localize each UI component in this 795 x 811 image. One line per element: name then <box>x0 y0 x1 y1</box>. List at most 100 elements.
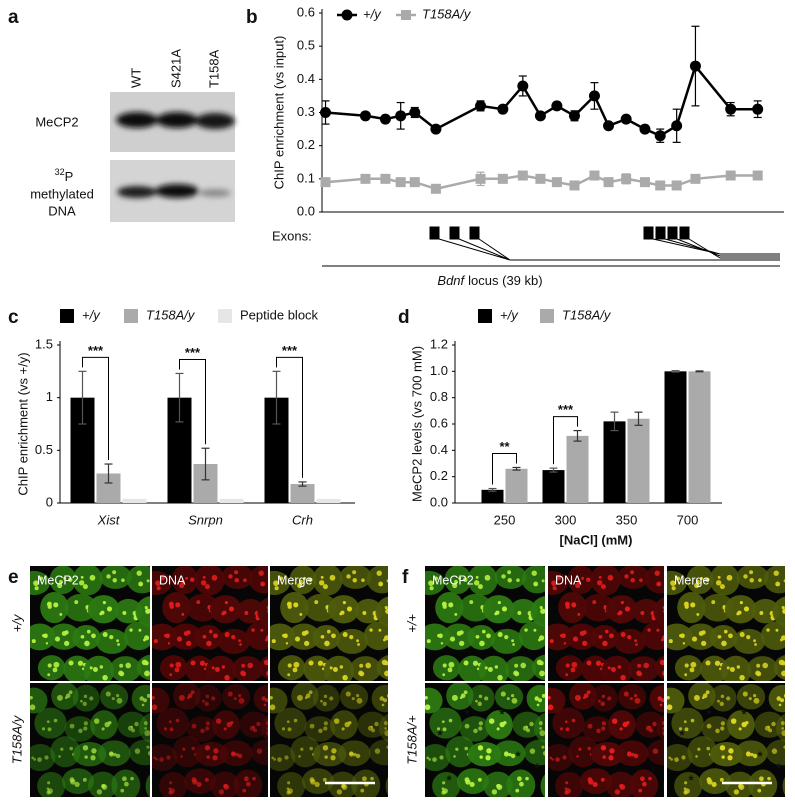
chromocenter <box>791 610 794 613</box>
chromocenter <box>320 634 325 639</box>
chromocenter <box>781 606 785 610</box>
chromocenter <box>153 756 157 760</box>
asterisk: * <box>679 727 685 742</box>
y-tick-label: 1.2 <box>430 336 448 351</box>
chromocenter <box>491 789 498 795</box>
point <box>409 107 421 118</box>
chromocenter <box>520 662 527 669</box>
cell-nucleus <box>677 591 706 624</box>
cell-nucleus <box>205 655 237 681</box>
chromocenter <box>180 755 183 758</box>
cell-nucleus <box>635 711 664 738</box>
chromocenter <box>683 720 687 724</box>
chromocenter <box>504 751 509 756</box>
cell-nucleus <box>490 628 524 654</box>
chromocenter <box>749 570 754 575</box>
chromocenter <box>300 747 304 751</box>
chromocenter <box>69 777 75 783</box>
cell-nucleus <box>221 566 254 589</box>
chromocenter <box>384 635 388 641</box>
chromocenter <box>764 725 770 731</box>
chromocenter <box>442 727 447 732</box>
micrograph-tile <box>270 566 388 681</box>
chromocenter <box>240 670 246 676</box>
chromocenter <box>329 574 336 581</box>
chromocenter <box>323 721 328 726</box>
chromocenter <box>127 725 133 731</box>
chromocenter <box>670 758 674 761</box>
chromocenter <box>60 747 64 751</box>
chromocenter <box>301 630 307 636</box>
chromocenter <box>697 747 701 751</box>
chromocenter <box>320 699 323 703</box>
chromocenter <box>303 576 307 580</box>
chromocenter <box>529 748 536 754</box>
point <box>320 107 332 118</box>
chromocenter <box>511 639 514 643</box>
cell-nucleus <box>304 716 336 742</box>
chromocenter <box>736 665 741 669</box>
locus-diagram: Exons: Bdnf locus (39 kb) <box>272 226 780 288</box>
chromocenter <box>720 726 725 731</box>
cell-nucleus <box>760 621 785 651</box>
blot-row-label: MeCP2 <box>35 114 78 129</box>
chromocenter <box>421 694 425 698</box>
chromocenter <box>577 613 581 616</box>
chromocenter <box>129 628 133 632</box>
chromocenter <box>773 570 779 576</box>
chromocenter <box>721 640 727 647</box>
chromocenter <box>403 781 406 784</box>
chromocenter <box>455 747 459 751</box>
chromocenter <box>320 575 324 579</box>
y-tick-label: 0.6 <box>297 4 315 19</box>
bar <box>316 498 341 503</box>
point <box>621 173 632 184</box>
cell-nucleus <box>763 566 785 594</box>
chromocenter <box>390 746 395 751</box>
chromocenter <box>684 727 689 732</box>
chromocenter <box>506 697 510 701</box>
chromocenter <box>586 690 591 695</box>
chromocenter <box>637 663 642 668</box>
chromocenter <box>384 727 388 730</box>
chromocenter <box>469 781 475 788</box>
chromocenter <box>620 632 626 638</box>
cell-nucleus <box>312 741 347 767</box>
chromocenter <box>627 751 632 756</box>
chromocenter <box>533 581 539 587</box>
cell-nucleus <box>267 781 268 791</box>
chromocenter <box>44 755 49 760</box>
chromocenter <box>124 781 129 787</box>
chromocenter <box>661 721 664 726</box>
chromocenter <box>141 703 145 707</box>
chromocenter <box>331 633 336 639</box>
point <box>725 170 736 181</box>
chromocenter <box>33 758 37 761</box>
chromocenter <box>231 751 236 756</box>
chromocenter <box>125 662 132 669</box>
bar <box>481 489 504 503</box>
chromocenter <box>370 776 374 781</box>
chromocenter <box>285 642 289 645</box>
chromocenter <box>196 600 201 605</box>
lane-label: T158A <box>206 49 221 88</box>
panel-letter: b <box>246 7 258 28</box>
chromocenter <box>230 720 234 725</box>
chromocenter <box>456 630 462 636</box>
chromocenter <box>598 699 601 703</box>
chromocenter <box>601 694 606 699</box>
chromocenter <box>146 579 150 583</box>
chromocenter <box>215 718 222 724</box>
asterisk: * <box>757 748 763 763</box>
chromocenter <box>552 586 557 591</box>
chromocenter <box>750 752 754 757</box>
chromocenter <box>541 693 545 698</box>
chromocenter <box>227 691 233 697</box>
bar <box>219 498 244 503</box>
chromocenter <box>494 612 498 616</box>
chromocenter <box>756 663 761 668</box>
chromocenter <box>525 776 529 781</box>
chromocenter <box>223 727 227 731</box>
chromocenter <box>501 606 508 612</box>
chromocenter <box>298 755 301 758</box>
